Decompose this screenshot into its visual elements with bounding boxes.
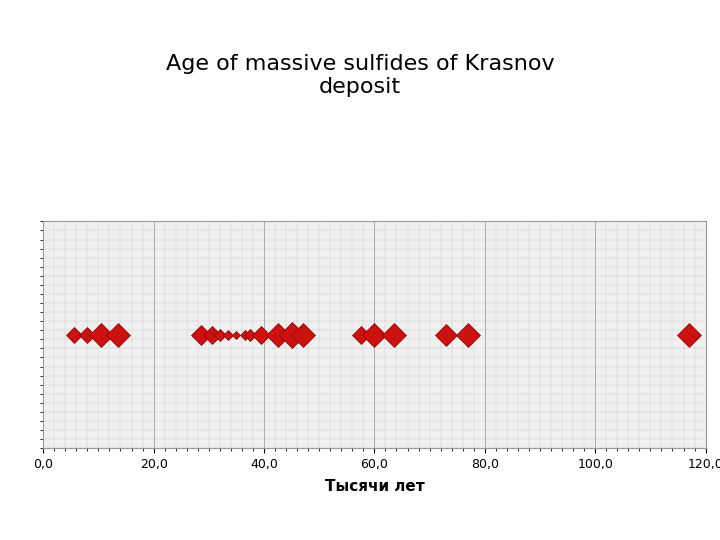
X-axis label: Тысячи лет: Тысячи лет [325, 480, 424, 494]
Text: Age of massive sulfides of Krasnov
deposit: Age of massive sulfides of Krasnov depos… [166, 54, 554, 97]
